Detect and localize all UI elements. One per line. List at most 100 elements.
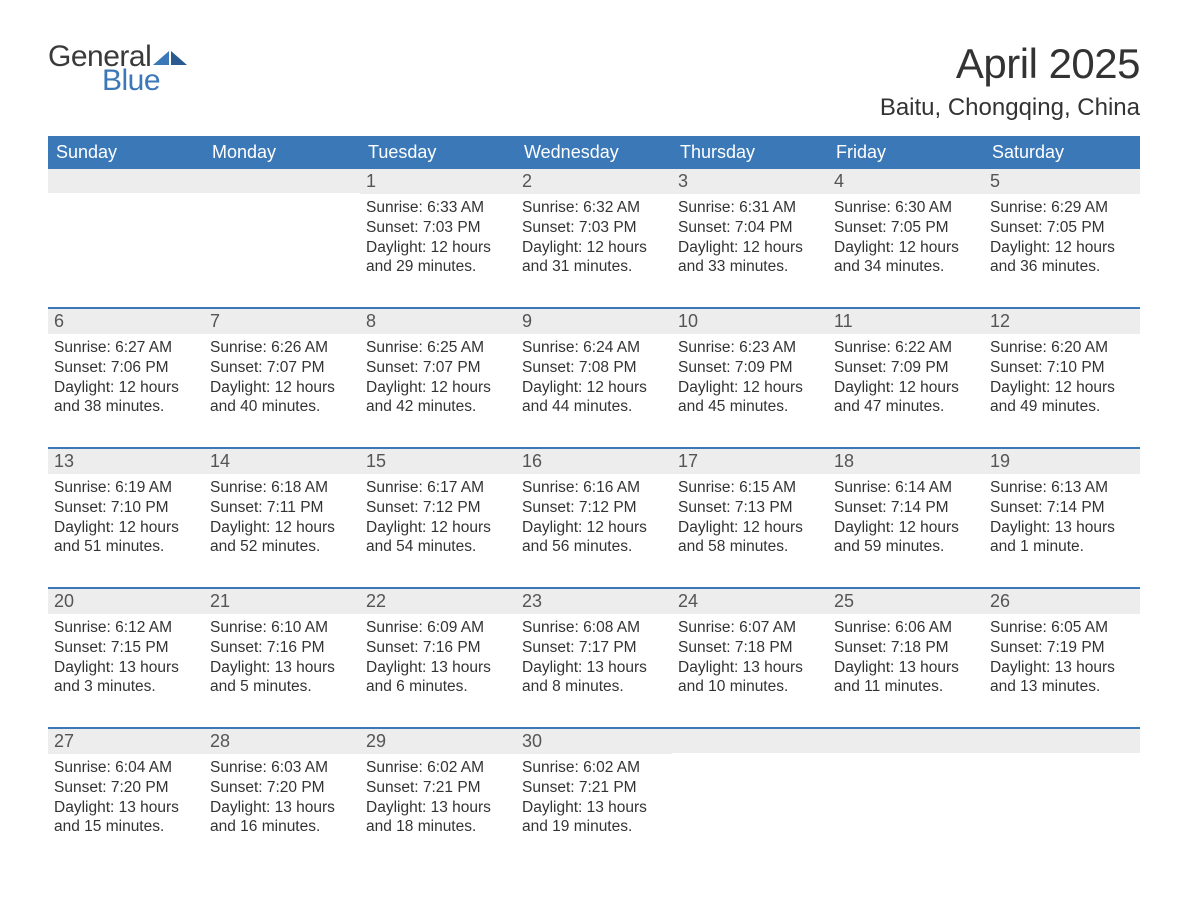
sunset-text: Sunset: 7:14 PM (834, 498, 978, 518)
daylight2-text: and 56 minutes. (522, 537, 666, 557)
sunset-text: Sunset: 7:11 PM (210, 498, 354, 518)
sunrise-text: Sunrise: 6:23 AM (678, 338, 822, 358)
calendar-cell: 4Sunrise: 6:30 AMSunset: 7:05 PMDaylight… (828, 169, 984, 289)
week-row: 1Sunrise: 6:33 AMSunset: 7:03 PMDaylight… (48, 169, 1140, 289)
daylight1-text: Daylight: 12 hours (54, 378, 198, 398)
sunset-text: Sunset: 7:13 PM (678, 498, 822, 518)
day-number: 26 (984, 589, 1140, 614)
sunrise-text: Sunrise: 6:31 AM (678, 198, 822, 218)
day-number: 28 (204, 729, 360, 754)
calendar-cell: 13Sunrise: 6:19 AMSunset: 7:10 PMDayligh… (48, 449, 204, 569)
daylight2-text: and 5 minutes. (210, 677, 354, 697)
cell-body: Sunrise: 6:14 AMSunset: 7:14 PMDaylight:… (828, 474, 984, 561)
calendar-cell (48, 169, 204, 289)
day-number: 3 (672, 169, 828, 194)
sunrise-text: Sunrise: 6:18 AM (210, 478, 354, 498)
calendar-cell: 18Sunrise: 6:14 AMSunset: 7:14 PMDayligh… (828, 449, 984, 569)
cell-body: Sunrise: 6:16 AMSunset: 7:12 PMDaylight:… (516, 474, 672, 561)
day-number: 12 (984, 309, 1140, 334)
sunrise-text: Sunrise: 6:24 AM (522, 338, 666, 358)
day-number (48, 169, 204, 193)
calendar-cell: 9Sunrise: 6:24 AMSunset: 7:08 PMDaylight… (516, 309, 672, 429)
sunset-text: Sunset: 7:09 PM (678, 358, 822, 378)
daylight1-text: Daylight: 12 hours (990, 378, 1134, 398)
cell-body: Sunrise: 6:17 AMSunset: 7:12 PMDaylight:… (360, 474, 516, 561)
calendar-cell: 6Sunrise: 6:27 AMSunset: 7:06 PMDaylight… (48, 309, 204, 429)
calendar-cell: 25Sunrise: 6:06 AMSunset: 7:18 PMDayligh… (828, 589, 984, 709)
sunrise-text: Sunrise: 6:30 AM (834, 198, 978, 218)
cell-body: Sunrise: 6:03 AMSunset: 7:20 PMDaylight:… (204, 754, 360, 841)
daylight1-text: Daylight: 13 hours (54, 658, 198, 678)
daylight2-text: and 18 minutes. (366, 817, 510, 837)
sunset-text: Sunset: 7:03 PM (366, 218, 510, 238)
daylight2-text: and 8 minutes. (522, 677, 666, 697)
cell-body: Sunrise: 6:26 AMSunset: 7:07 PMDaylight:… (204, 334, 360, 421)
day-header-sunday: Sunday (48, 136, 204, 169)
calendar-cell: 17Sunrise: 6:15 AMSunset: 7:13 PMDayligh… (672, 449, 828, 569)
cell-body: Sunrise: 6:18 AMSunset: 7:11 PMDaylight:… (204, 474, 360, 561)
daylight1-text: Daylight: 12 hours (834, 378, 978, 398)
sunset-text: Sunset: 7:21 PM (366, 778, 510, 798)
sunrise-text: Sunrise: 6:33 AM (366, 198, 510, 218)
sunset-text: Sunset: 7:19 PM (990, 638, 1134, 658)
day-number: 24 (672, 589, 828, 614)
daylight2-text: and 51 minutes. (54, 537, 198, 557)
daylight1-text: Daylight: 13 hours (990, 658, 1134, 678)
week-row: 13Sunrise: 6:19 AMSunset: 7:10 PMDayligh… (48, 447, 1140, 569)
cell-body: Sunrise: 6:05 AMSunset: 7:19 PMDaylight:… (984, 614, 1140, 701)
cell-body: Sunrise: 6:24 AMSunset: 7:08 PMDaylight:… (516, 334, 672, 421)
cell-body: Sunrise: 6:25 AMSunset: 7:07 PMDaylight:… (360, 334, 516, 421)
sunset-text: Sunset: 7:09 PM (834, 358, 978, 378)
sunset-text: Sunset: 7:03 PM (522, 218, 666, 238)
daylight2-text: and 16 minutes. (210, 817, 354, 837)
calendar-cell (984, 729, 1140, 849)
calendar-cell: 29Sunrise: 6:02 AMSunset: 7:21 PMDayligh… (360, 729, 516, 849)
calendar-cell: 12Sunrise: 6:20 AMSunset: 7:10 PMDayligh… (984, 309, 1140, 429)
sunrise-text: Sunrise: 6:27 AM (54, 338, 198, 358)
cell-body: Sunrise: 6:09 AMSunset: 7:16 PMDaylight:… (360, 614, 516, 701)
day-number: 17 (672, 449, 828, 474)
calendar-cell (672, 729, 828, 849)
cell-body (48, 193, 204, 201)
daylight2-text: and 38 minutes. (54, 397, 198, 417)
day-number: 25 (828, 589, 984, 614)
calendar-cell: 28Sunrise: 6:03 AMSunset: 7:20 PMDayligh… (204, 729, 360, 849)
calendar-cell: 24Sunrise: 6:07 AMSunset: 7:18 PMDayligh… (672, 589, 828, 709)
daylight1-text: Daylight: 12 hours (210, 518, 354, 538)
sunset-text: Sunset: 7:16 PM (210, 638, 354, 658)
day-number: 8 (360, 309, 516, 334)
calendar-cell: 14Sunrise: 6:18 AMSunset: 7:11 PMDayligh… (204, 449, 360, 569)
daylight1-text: Daylight: 12 hours (678, 518, 822, 538)
day-number: 15 (360, 449, 516, 474)
day-number: 20 (48, 589, 204, 614)
month-title: April 2025 (880, 40, 1140, 88)
daylight2-text: and 13 minutes. (990, 677, 1134, 697)
calendar-cell: 3Sunrise: 6:31 AMSunset: 7:04 PMDaylight… (672, 169, 828, 289)
cell-body (984, 753, 1140, 761)
sunset-text: Sunset: 7:10 PM (54, 498, 198, 518)
day-number: 4 (828, 169, 984, 194)
sunset-text: Sunset: 7:15 PM (54, 638, 198, 658)
sunset-text: Sunset: 7:17 PM (522, 638, 666, 658)
daylight2-text: and 34 minutes. (834, 257, 978, 277)
daylight2-text: and 40 minutes. (210, 397, 354, 417)
daylight1-text: Daylight: 13 hours (522, 658, 666, 678)
sunset-text: Sunset: 7:07 PM (366, 358, 510, 378)
day-number: 14 (204, 449, 360, 474)
calendar-cell: 22Sunrise: 6:09 AMSunset: 7:16 PMDayligh… (360, 589, 516, 709)
title-block: April 2025 Baitu, Chongqing, China (880, 40, 1140, 122)
day-header-tuesday: Tuesday (360, 136, 516, 169)
daylight1-text: Daylight: 13 hours (678, 658, 822, 678)
calendar: Sunday Monday Tuesday Wednesday Thursday… (48, 136, 1140, 849)
day-number: 9 (516, 309, 672, 334)
cell-body: Sunrise: 6:13 AMSunset: 7:14 PMDaylight:… (984, 474, 1140, 561)
day-header-friday: Friday (828, 136, 984, 169)
day-number (204, 169, 360, 193)
cell-body: Sunrise: 6:20 AMSunset: 7:10 PMDaylight:… (984, 334, 1140, 421)
weeks-container: 1Sunrise: 6:33 AMSunset: 7:03 PMDaylight… (48, 169, 1140, 849)
calendar-cell (204, 169, 360, 289)
sunrise-text: Sunrise: 6:03 AM (210, 758, 354, 778)
day-number: 21 (204, 589, 360, 614)
daylight2-text: and 31 minutes. (522, 257, 666, 277)
sunrise-text: Sunrise: 6:08 AM (522, 618, 666, 638)
